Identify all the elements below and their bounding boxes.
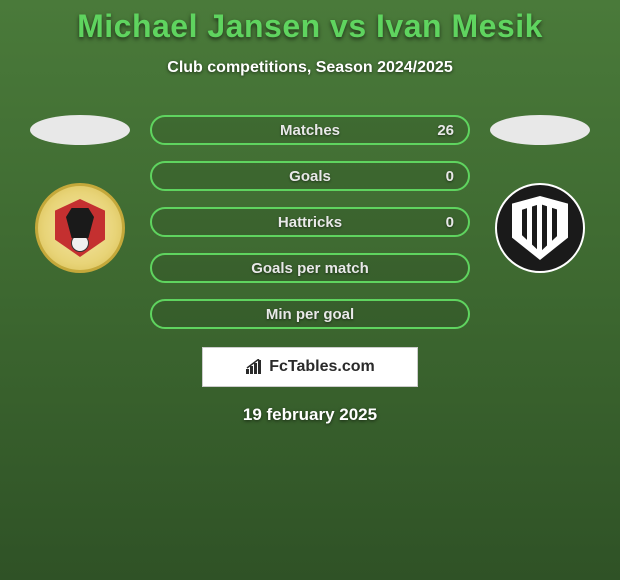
stat-row-matches: Matches 26: [150, 115, 470, 145]
stat-row-goals: Goals 0: [150, 161, 470, 191]
player-left-column: [30, 115, 130, 273]
player-left-photo-placeholder: [30, 115, 130, 145]
stat-row-hattricks: Hattricks 0: [150, 207, 470, 237]
stat-value: 0: [446, 214, 454, 231]
badge-right-stripes-icon: [522, 204, 558, 252]
main-layout: Matches 26 Goals 0 Hattricks 0 Goals per…: [0, 115, 620, 329]
stats-list: Matches 26 Goals 0 Hattricks 0 Goals per…: [150, 115, 470, 329]
stat-value: 26: [437, 122, 454, 139]
stat-label: Goals per match: [251, 260, 369, 277]
comparison-card: Michael Jansen vs Ivan Mesik Club compet…: [0, 0, 620, 425]
page-title: Michael Jansen vs Ivan Mesik: [0, 8, 620, 45]
stat-label: Hattricks: [278, 214, 342, 231]
stat-label: Goals: [289, 168, 331, 185]
player-right-column: [490, 115, 590, 273]
stat-value: 0: [446, 168, 454, 185]
player-right-photo-placeholder: [490, 115, 590, 145]
source-logo-text: FcTables.com: [269, 358, 375, 376]
stat-row-min-per-goal: Min per goal: [150, 299, 470, 329]
stat-row-goals-per-match: Goals per match: [150, 253, 470, 283]
club-badge-right: [495, 183, 585, 273]
chart-icon: [245, 359, 265, 375]
subtitle: Club competitions, Season 2024/2025: [0, 59, 620, 77]
badge-left-ball-icon: [71, 234, 89, 252]
source-logo[interactable]: FcTables.com: [202, 347, 418, 387]
stat-label: Min per goal: [266, 306, 354, 323]
stat-label: Matches: [280, 122, 340, 139]
date-text: 19 february 2025: [0, 405, 620, 425]
badge-right-shield-icon: [512, 196, 568, 260]
club-badge-left: [35, 183, 125, 273]
